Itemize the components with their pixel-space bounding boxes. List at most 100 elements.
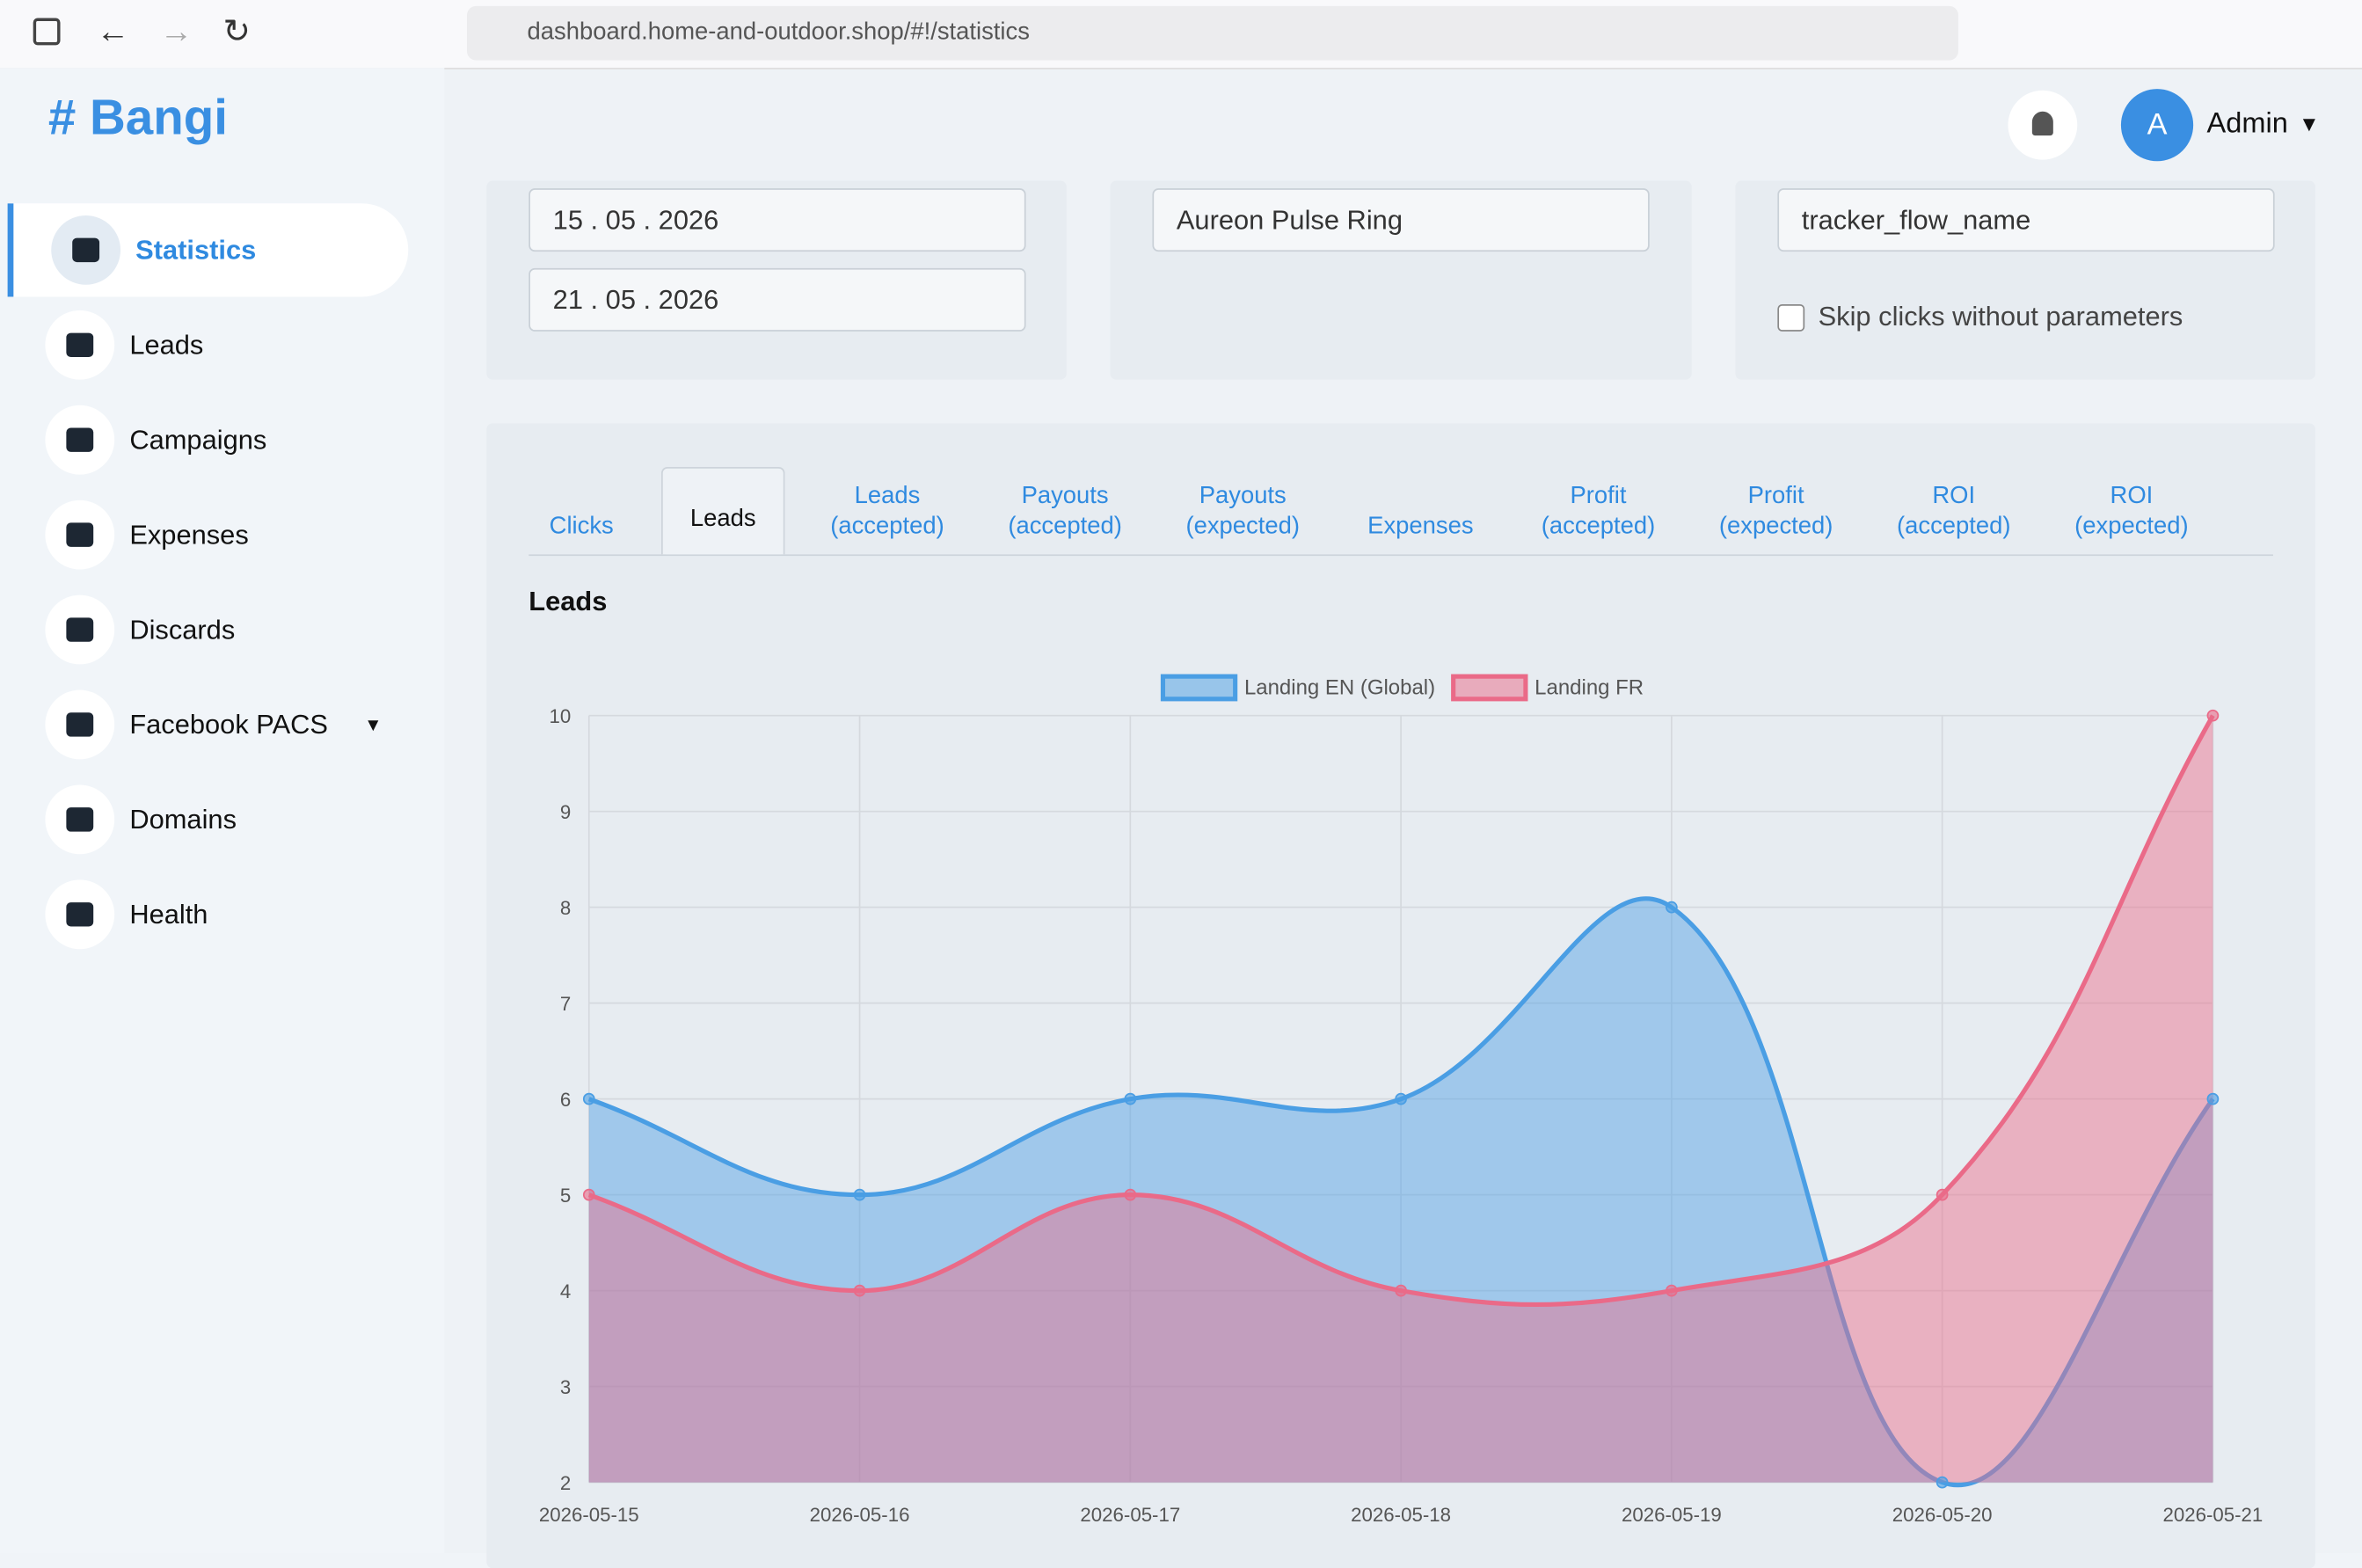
skip-checkbox[interactable] <box>1777 304 1805 332</box>
tab[interactable]: ROI (accepted) <box>1897 483 2011 540</box>
sidebar-button[interactable] <box>33 18 61 46</box>
logo[interactable]: # Bangi <box>47 89 229 145</box>
nav-icon <box>45 594 115 665</box>
tab[interactable]: Clicks <box>549 514 614 540</box>
tab[interactable]: Profit (expected) <box>1718 483 1833 540</box>
url-box[interactable]: dashboard.home-and-outdoor.shop/#!/stati… <box>467 5 1958 61</box>
nav-item[interactable]: Expenses <box>8 488 403 581</box>
date-from[interactable]: 15 . 05 . 2026 <box>529 188 1026 252</box>
point <box>853 1284 866 1297</box>
date-from-value: 15 . 05 . 2026 <box>552 204 719 235</box>
icon-glyph <box>66 332 94 357</box>
nav-label: Domains <box>129 803 237 835</box>
tab[interactable]: ROI (expected) <box>2074 483 2189 540</box>
chart-title: Leads <box>529 586 608 616</box>
product-value: Aureon Pulse Ring <box>1176 204 1403 235</box>
point <box>1666 901 1678 914</box>
point <box>853 1188 866 1201</box>
flow-value: tracker_flow_name <box>1801 204 2031 235</box>
nav-label: Leads <box>129 329 204 360</box>
point <box>1124 1092 1137 1105</box>
legend-label: Landing EN (Global) <box>1244 676 1435 700</box>
browser-bar: ← → ↻ dashboard.home-and-outdoor.shop/#!… <box>0 0 2362 69</box>
flow-card: tracker_flow_name Skip clicks without pa… <box>1735 180 2315 380</box>
point <box>1666 1284 1678 1297</box>
bell-icon <box>2031 111 2053 136</box>
point <box>1395 1284 1407 1297</box>
nav-item[interactable]: Facebook PACS ▼ <box>8 678 403 771</box>
x-tick-label: 2026-05-17 <box>1080 1504 1180 1526</box>
product-select[interactable]: Aureon Pulse Ring <box>1152 188 1650 252</box>
date-to-value: 21 . 05 . 2026 <box>552 283 719 315</box>
point <box>1936 1476 1949 1489</box>
y-tick-label: 10 <box>549 705 571 727</box>
url: dashboard.home-and-outdoor.shop/#!/stati… <box>527 19 1030 46</box>
nav-icon <box>45 500 115 570</box>
nav-label: Statistics <box>135 234 257 265</box>
icon-glyph <box>66 712 94 737</box>
nav-icon <box>45 879 115 950</box>
tab[interactable]: Leads (accepted) <box>830 483 944 540</box>
nav-label: Facebook PACS <box>129 708 328 740</box>
back-button[interactable]: ← <box>96 11 130 50</box>
legend-swatch <box>1451 674 1528 702</box>
line <box>587 896 2215 1487</box>
legend-label: Landing FR <box>1535 676 1644 700</box>
nav-item[interactable]: Domains <box>8 773 403 866</box>
x-tick-label: 2026-05-18 <box>1351 1504 1451 1526</box>
caret: ▼ <box>2299 111 2320 136</box>
tab[interactable]: Leads <box>661 467 785 555</box>
tab[interactable]: Payouts (expected) <box>1185 483 1300 540</box>
nav-label: Campaigns <box>129 424 267 455</box>
point <box>582 1092 595 1105</box>
nav-item[interactable]: Leads <box>8 298 403 391</box>
tab[interactable]: Payouts (accepted) <box>1008 483 1122 540</box>
y-tick-label: 9 <box>560 801 571 823</box>
flow-select[interactable]: tracker_flow_name <box>1777 188 2275 252</box>
notification-bell[interactable] <box>2008 90 2078 160</box>
expand-caret: ▼ <box>364 713 383 735</box>
nav-label: Health <box>129 898 208 930</box>
tab[interactable]: Expenses <box>1367 514 1474 540</box>
area <box>588 715 2213 1483</box>
nav-item[interactable]: Health <box>8 868 403 961</box>
y-tick-label: 4 <box>560 1280 571 1302</box>
point <box>2206 709 2220 722</box>
x-tick-label: 2026-05-20 <box>1892 1504 1993 1526</box>
y-tick-label: 7 <box>560 993 571 1015</box>
y-tick-label: 2 <box>560 1472 571 1494</box>
x-tick-label: 2026-05-21 <box>2162 1504 2263 1526</box>
y-tick-label: 3 <box>560 1376 571 1398</box>
icon-glyph <box>66 617 94 642</box>
nav-label: Discards <box>129 614 236 645</box>
date-to[interactable]: 21 . 05 . 2026 <box>529 267 1026 332</box>
icon-glyph <box>72 237 100 263</box>
nav-icon <box>45 689 115 760</box>
x-tick-label: 2026-05-19 <box>1622 1504 1722 1526</box>
tab[interactable]: Profit (accepted) <box>1541 483 1656 540</box>
y-tick-label: 6 <box>560 1089 571 1111</box>
icon-glyph <box>66 522 94 547</box>
icon-glyph <box>66 902 94 927</box>
forward-button[interactable]: → <box>159 11 193 50</box>
nav-label: Expenses <box>129 519 249 550</box>
avatar[interactable]: A <box>2120 89 2194 162</box>
y-tick-label: 8 <box>560 897 571 919</box>
nav-icon <box>45 784 115 855</box>
icon-glyph <box>66 807 94 832</box>
nav-icon <box>45 405 115 475</box>
tab-bar: Clicks Leads Leads (accepted) Payouts (acce… <box>529 465 2273 557</box>
x-tick-label: 2026-05-15 <box>539 1504 639 1526</box>
product-card: Aureon Pulse Ring <box>1110 180 1692 380</box>
nav-item[interactable]: Statistics <box>7 203 409 297</box>
area <box>588 898 2213 1485</box>
point <box>1124 1188 1137 1201</box>
nav-item[interactable]: Campaigns <box>8 393 403 486</box>
user-menu[interactable]: Admin <box>2206 108 2288 141</box>
reload-button[interactable]: ↻ <box>222 11 252 50</box>
point <box>1395 1092 1407 1105</box>
nav-item[interactable]: Discards <box>8 583 403 676</box>
